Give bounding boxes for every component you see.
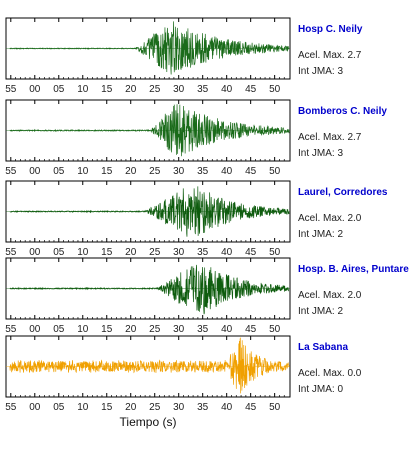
x-tick-label: 00 xyxy=(29,324,41,335)
x-tick-label: 50 xyxy=(269,84,281,95)
x-tick-label: 50 xyxy=(269,247,281,258)
trace-series xyxy=(9,186,290,237)
x-tick-label: 30 xyxy=(173,166,185,177)
x-tick-label: 00 xyxy=(29,84,41,95)
x-tick-label: 45 xyxy=(245,84,257,95)
x-tick-label: 00 xyxy=(29,247,41,258)
x-tick-label: 05 xyxy=(53,247,65,258)
station-name: Hosp C. Neily xyxy=(298,24,363,35)
x-tick-label: 50 xyxy=(269,166,281,177)
x-tick-label: 25 xyxy=(149,166,161,177)
x-tick-label: 30 xyxy=(173,402,185,413)
x-tick-label: 35 xyxy=(197,402,209,413)
x-tick-label: 55 xyxy=(5,247,17,258)
x-tick-label: 25 xyxy=(149,247,161,258)
x-tick-label: 00 xyxy=(29,166,41,177)
x-tick-label: 30 xyxy=(173,324,185,335)
x-tick-label: 00 xyxy=(29,402,41,413)
trace-series xyxy=(9,21,290,75)
x-tick-label: 30 xyxy=(173,247,185,258)
panel-1: 55 00 05 10 15 20 25 30 35 40 45 50 Hosp C. Neily Ace… xyxy=(5,17,363,95)
accel-max-label: Acel. Max. 0.0 xyxy=(298,368,362,379)
x-tick-label: 35 xyxy=(197,324,209,335)
x-tick-label: 25 xyxy=(149,402,161,413)
accel-max-label: Acel. Max. 2.7 xyxy=(298,50,362,61)
int-jma-label: Int JMA: 2 xyxy=(298,306,343,317)
x-tick-label: 10 xyxy=(77,166,89,177)
x-tick-label: 55 xyxy=(5,166,17,177)
x-tick-label: 55 xyxy=(5,84,17,95)
x-tick-label: 05 xyxy=(53,166,65,177)
x-tick-label: 25 xyxy=(149,84,161,95)
x-tick-label: 05 xyxy=(53,402,65,413)
x-tick-label: 15 xyxy=(101,247,113,258)
x-tick-label: 10 xyxy=(77,402,89,413)
x-tick-label: 20 xyxy=(125,84,137,95)
x-tick-label: 40 xyxy=(221,402,233,413)
x-tick-label: 45 xyxy=(245,166,257,177)
station-name: Hosp. B. Aires, Puntare xyxy=(298,264,409,275)
x-tick-label: 45 xyxy=(245,247,257,258)
x-tick-label: 15 xyxy=(101,324,113,335)
x-tick-label: 15 xyxy=(101,84,113,95)
station-name: Laurel, Corredores xyxy=(298,187,388,198)
x-tick-label: 45 xyxy=(245,324,257,335)
x-tick-label: 35 xyxy=(197,247,209,258)
int-jma-label: Int JMA: 3 xyxy=(298,66,343,77)
x-tick-label: 40 xyxy=(221,247,233,258)
accel-max-label: Acel. Max. 2.7 xyxy=(298,132,362,143)
panel-2: 55 00 05 10 15 20 25 30 35 40 45 50 Bomberos C. Neil… xyxy=(5,99,387,177)
x-tick-label: 40 xyxy=(221,166,233,177)
x-tick-label: 20 xyxy=(125,324,137,335)
x-tick-label: 20 xyxy=(125,166,137,177)
int-jma-label: Int JMA: 2 xyxy=(298,229,343,240)
panel-3: 55 00 05 10 15 20 25 30 35 40 45 50 Laurel, Corredor… xyxy=(5,180,388,258)
x-tick-label: 35 xyxy=(197,166,209,177)
x-tick-label: 45 xyxy=(245,402,257,413)
x-tick-label: 55 xyxy=(5,324,17,335)
int-jma-label: Int JMA: 3 xyxy=(298,148,343,159)
x-tick-label: 10 xyxy=(77,84,89,95)
x-tick-label: 50 xyxy=(269,402,281,413)
x-tick-label: 40 xyxy=(221,84,233,95)
station-name: Bomberos C. Neily xyxy=(298,106,387,117)
x-tick-label: 05 xyxy=(53,84,65,95)
x-tick-label: 40 xyxy=(221,324,233,335)
x-tick-label: 15 xyxy=(101,402,113,413)
x-tick-label: 30 xyxy=(173,84,185,95)
panel-4: 55 00 05 10 15 20 25 30 35 40 45 50 Hosp. B. Aires, … xyxy=(5,257,409,335)
x-tick-label: 50 xyxy=(269,324,281,335)
accel-max-label: Acel. Max. 2.0 xyxy=(298,213,362,224)
panel-5: 55 00 05 10 15 20 25 30 35 40 45 50 La Sabana Acel. M… xyxy=(5,335,362,413)
x-tick-label: 20 xyxy=(125,402,137,413)
x-tick-label: 55 xyxy=(5,402,17,413)
x-tick-label: 15 xyxy=(101,166,113,177)
station-name: La Sabana xyxy=(298,342,348,353)
x-tick-label: 10 xyxy=(77,247,89,258)
x-tick-label: 05 xyxy=(53,324,65,335)
accel-max-label: Acel. Max. 2.0 xyxy=(298,290,362,301)
trace-series xyxy=(9,264,290,315)
trace-series xyxy=(9,337,290,394)
x-tick-label: 20 xyxy=(125,247,137,258)
trace-series xyxy=(9,104,290,157)
int-jma-label: Int JMA: 0 xyxy=(298,384,343,395)
x-tick-label: 35 xyxy=(197,84,209,95)
x-tick-label: 25 xyxy=(149,324,161,335)
x-axis-label: Tiempo (s) xyxy=(120,415,177,429)
x-tick-label: 10 xyxy=(77,324,89,335)
